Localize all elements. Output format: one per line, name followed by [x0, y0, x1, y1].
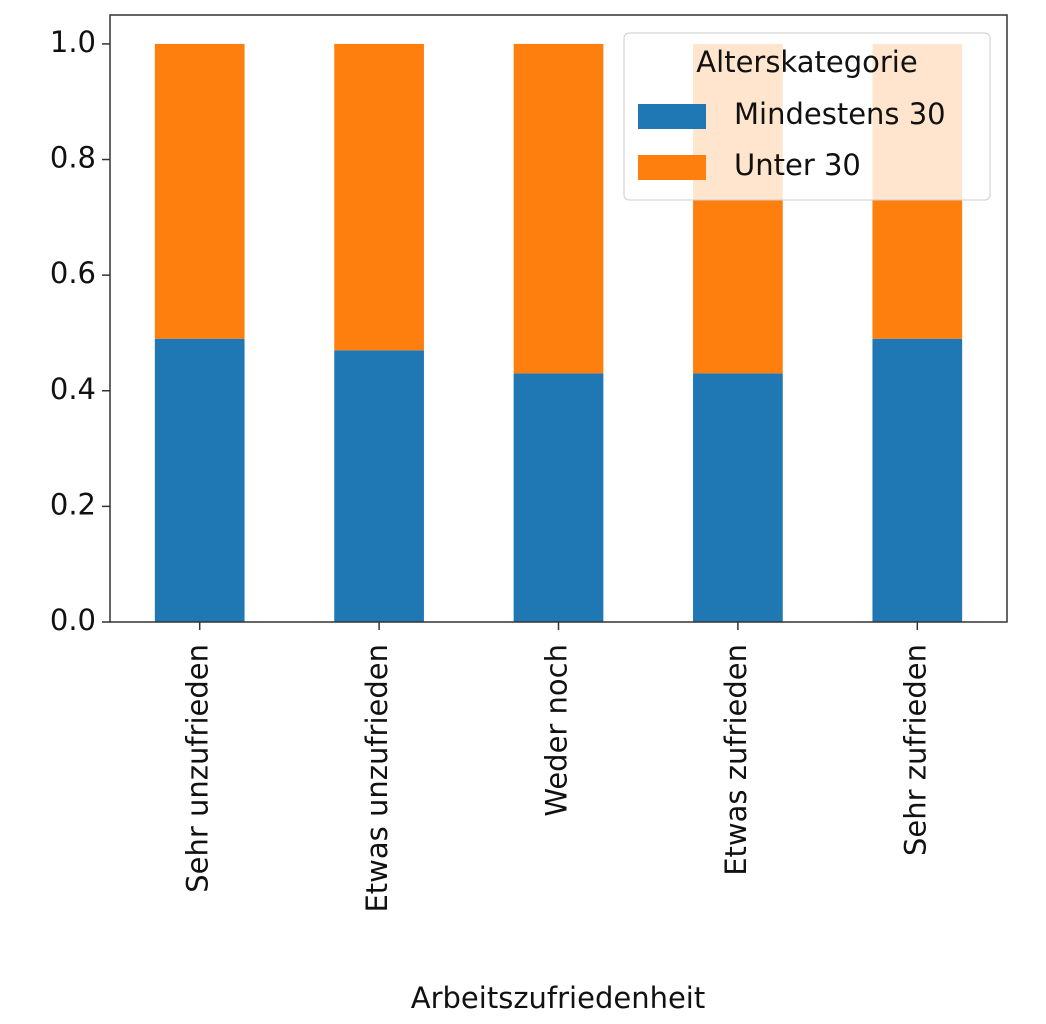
y-tick-label: 0.2: [50, 487, 96, 521]
y-tick-label: 0.4: [50, 372, 96, 406]
y-tick-label: 0.8: [50, 141, 96, 175]
legend-title: Alterskategorie: [696, 45, 917, 79]
y-tick-label: 0.6: [50, 256, 96, 290]
plot-frame: [109, 14, 1008, 623]
bar-segment: [693, 373, 783, 622]
bar-segment: [334, 350, 424, 622]
x-axis-label: Arbeitszufriedenheit: [411, 981, 705, 1015]
y-tick-label: 1.0: [50, 25, 96, 59]
bar-segment: [334, 43, 424, 351]
bar-segment: [872, 338, 963, 622]
y-tick-label: 0.0: [50, 603, 96, 637]
legend-label: Mindestens 30: [734, 97, 946, 131]
legend: Alterskategorie Mindestens 30 Unter 30: [623, 32, 991, 201]
x-tick-label: Etwas zufrieden: [719, 644, 753, 876]
bar-segment: [513, 43, 604, 374]
legend-box: [623, 32, 991, 201]
x-tick-label: Sehr zufrieden: [898, 644, 932, 856]
bar-segment: [513, 373, 604, 622]
x-tick-label: Sehr unzufrieden: [181, 644, 215, 893]
x-tick-label: Etwas unzufrieden: [360, 644, 394, 913]
bar-segment: [154, 338, 245, 622]
legend-swatch: [638, 104, 706, 129]
x-tick-label: Weder noch: [540, 644, 574, 817]
bar-segment: [154, 43, 245, 339]
legend-swatch: [638, 155, 706, 180]
legend-label: Unter 30: [734, 148, 861, 182]
